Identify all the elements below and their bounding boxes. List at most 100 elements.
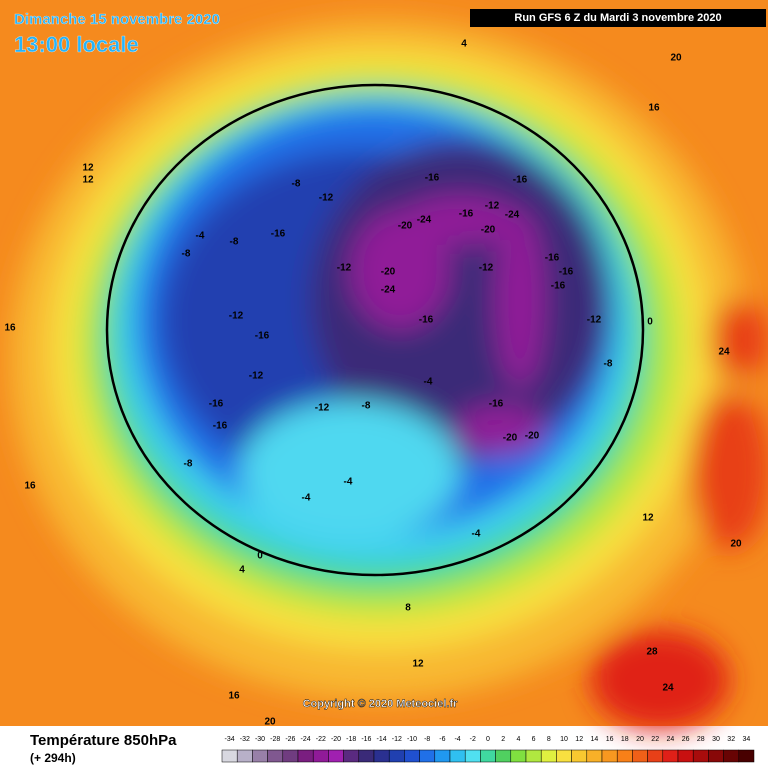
zero-isotherm [105, 83, 645, 577]
legend-swatch [632, 749, 648, 763]
contour-label: -12 [479, 263, 494, 274]
legend-swatch [221, 749, 238, 763]
contour-label: -4 [472, 529, 481, 540]
contour-label: -8 [230, 237, 239, 248]
legend-tick: -2 [470, 736, 476, 743]
legend-swatch [404, 749, 420, 763]
contour-label: -20 [503, 433, 518, 444]
contour-label: 24 [718, 347, 730, 358]
legend-tick: -26 [285, 736, 295, 743]
legend-swatch [312, 749, 329, 763]
contour-label: 16 [4, 323, 16, 334]
contour-label: 20 [264, 717, 276, 728]
legend-swatch [601, 749, 618, 763]
contour-label: 12 [642, 513, 654, 524]
contour-label: -16 [213, 421, 228, 432]
legend-swatch [434, 749, 451, 763]
legend-tick: 32 [727, 736, 735, 743]
contour-label: 20 [730, 539, 742, 550]
contour-label: 8 [405, 603, 411, 614]
contour-label: -4 [302, 493, 311, 504]
contour-label: 20 [670, 53, 682, 64]
contour-label: 12 [412, 659, 424, 670]
time-text: 13:00 locale [14, 32, 139, 57]
legend-tick: -30 [255, 736, 265, 743]
contour-label: 12 [82, 163, 94, 174]
contour-label: -4 [424, 377, 433, 388]
contour-label: -12 [337, 263, 352, 274]
legend-swatch [358, 749, 375, 763]
contour-label: -8 [604, 359, 613, 370]
legend-tick: -12 [392, 736, 402, 743]
legend-tick: -22 [316, 736, 326, 743]
contour-label: -16 [271, 229, 286, 240]
legend-swatch [495, 749, 512, 763]
legend-tick: 10 [560, 736, 568, 743]
contour-label: -20 [398, 221, 413, 232]
contour-label: -8 [292, 179, 301, 190]
legend-swatch [449, 749, 466, 763]
contour-label: -24 [505, 210, 520, 221]
legend-swatch [586, 749, 603, 763]
legend-swatch [388, 749, 405, 763]
legend-swatch [343, 749, 360, 763]
legend-tick: -20 [331, 736, 341, 743]
legend-swatch [647, 749, 664, 763]
legend-swatch [540, 749, 557, 763]
contour-label: -4 [344, 477, 353, 488]
legend-swatch [692, 749, 709, 763]
legend-swatch [571, 749, 588, 763]
contour-label: 4 [239, 565, 245, 576]
legend-tick: 20 [636, 736, 644, 743]
legend-tick: 28 [697, 736, 705, 743]
run-text: Run GFS 6 Z du Mardi 3 novembre 2020 [514, 12, 721, 24]
legend-tick: 18 [621, 736, 629, 743]
legend-tick: 12 [575, 736, 583, 743]
legend-tick: -4 [454, 736, 460, 743]
contour-label: 0 [257, 551, 263, 562]
legend-swatch [662, 749, 679, 763]
legend-tick: 14 [591, 736, 599, 743]
legend-tick: -34 [225, 736, 235, 743]
legend-tick: -10 [407, 736, 417, 743]
contour-label: 24 [662, 683, 674, 694]
legend-tick: -14 [377, 736, 387, 743]
legend-tick: -16 [361, 736, 371, 743]
contour-label: -4 [196, 231, 205, 242]
contour-label: -16 [513, 175, 528, 186]
contour-label: -12 [249, 371, 264, 382]
contour-label: -16 [489, 399, 504, 410]
legend-tick: 6 [532, 736, 536, 743]
contour-label: -24 [417, 215, 432, 226]
contour-label: 0 [647, 317, 653, 328]
contour-label: -16 [419, 315, 434, 326]
legend-swatch [510, 749, 527, 763]
legend-swatch [236, 749, 253, 763]
legend-swatch [480, 749, 496, 763]
contour-label: 16 [648, 103, 660, 114]
legend-swatch [464, 749, 481, 763]
contour-label: -12 [319, 193, 334, 204]
legend-swatch [616, 749, 633, 763]
copyright: Copyright © 2020 Meteociel.fr [303, 698, 459, 710]
legend-swatch [328, 749, 344, 763]
date-text: Dimanche 15 novembre 2020 [14, 11, 220, 28]
legend-swatch [708, 749, 724, 763]
contour-label: -16 [545, 253, 560, 264]
contour-label: -16 [459, 209, 474, 220]
legend-tick: 8 [547, 736, 551, 743]
legend-swatch [252, 749, 268, 763]
contour-label: -20 [481, 225, 496, 236]
legend-tick: 2 [501, 736, 505, 743]
legend-tick: 26 [682, 736, 690, 743]
legend-tick: 34 [743, 736, 751, 743]
run-banner [470, 9, 766, 27]
legend-swatch [419, 749, 436, 763]
contour-label: -12 [229, 311, 244, 322]
contour-label: 4 [461, 39, 467, 50]
footer-lead: (+ 294h) [30, 751, 76, 765]
contour-label: -20 [525, 431, 540, 442]
legend-tick: 16 [606, 736, 614, 743]
